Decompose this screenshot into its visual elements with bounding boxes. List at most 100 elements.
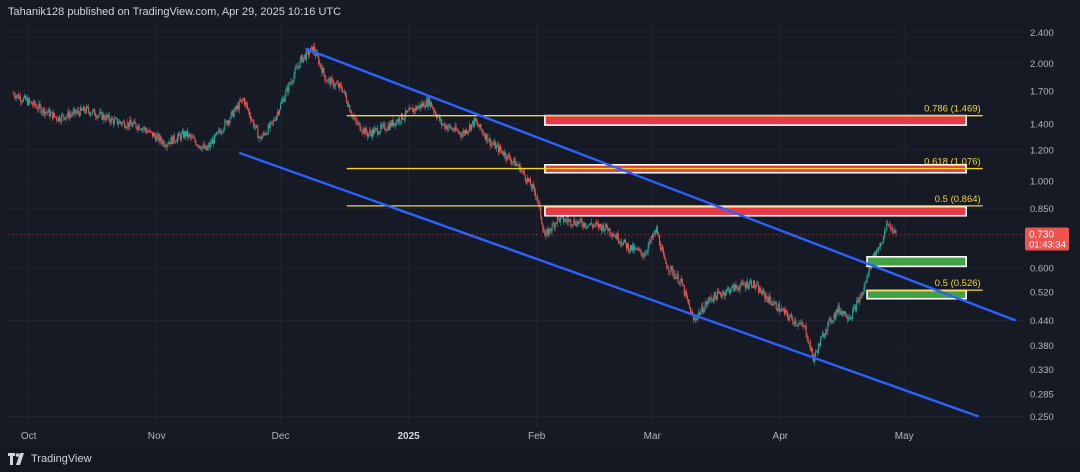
candle-body (447, 127, 449, 130)
candle-body (173, 135, 175, 142)
price-tick-label: 0.520 (1030, 288, 1054, 299)
candle-body (777, 304, 779, 311)
candle-body (334, 83, 336, 87)
candle-body (106, 115, 108, 118)
current-price-badge-bg (1025, 227, 1069, 251)
candle-body (797, 324, 799, 326)
candle-body (765, 295, 767, 299)
tradingview-brand[interactable]: TradingView (8, 453, 92, 465)
candle-body (318, 56, 320, 65)
candle-body (737, 287, 739, 290)
candle-body (759, 288, 761, 293)
candle-body (689, 306, 692, 314)
candle-body (413, 108, 415, 113)
candle-body (642, 255, 644, 257)
candle-body (887, 223, 889, 225)
candle-body (41, 111, 43, 113)
candle-body (169, 142, 171, 144)
candle-body (296, 67, 298, 69)
candle-body (735, 284, 737, 288)
candle-body (856, 301, 858, 311)
candle-body (283, 99, 285, 102)
candle-body (770, 300, 772, 305)
candle-body (110, 117, 112, 123)
candle-body (90, 113, 92, 115)
price-chart[interactable]: 0.786 (1.469) 0.618 (1.076) 0.5 (0.864) 0.5… (0, 0, 1080, 447)
candle-body (548, 228, 550, 236)
candle-body (753, 280, 756, 288)
fib-label: 0.786 (1.469) (924, 104, 981, 115)
fib-label: 0.5 (0.526) (935, 278, 981, 289)
candle-body (70, 114, 72, 116)
candle-body (814, 351, 816, 357)
candle-body (711, 299, 713, 301)
candle-body (220, 131, 222, 134)
candle-body (560, 216, 562, 218)
candle-body (289, 83, 291, 85)
price-axis[interactable]: 2.400 2.000 1.700 1.400 1.200 1.000 0.850 0.600… (1024, 0, 1080, 447)
candle-body (16, 94, 18, 96)
candle-body (571, 225, 573, 227)
candle-body (885, 230, 887, 232)
candle-body (607, 228, 609, 232)
candle-body (62, 114, 64, 116)
candle-body (57, 119, 59, 122)
candle-body (675, 277, 677, 279)
candle-body (386, 130, 388, 131)
candle-body (710, 298, 712, 301)
candle-body (265, 133, 267, 136)
candle-body (459, 132, 461, 135)
candle-body (535, 192, 537, 197)
candle-body (784, 310, 787, 314)
candle-body (55, 116, 58, 120)
candle-body (502, 151, 504, 155)
candle-body (226, 120, 228, 125)
candle-body (251, 119, 253, 121)
candle-body (892, 228, 894, 234)
candle-body (391, 120, 393, 127)
candle-body (870, 265, 872, 269)
candle-body (255, 125, 257, 127)
candle-body (546, 229, 548, 232)
candle-body (650, 236, 652, 242)
candle-body (117, 123, 120, 125)
candle-body (236, 105, 238, 109)
candle-body (678, 282, 680, 284)
candle-body (216, 132, 218, 135)
candle-body (651, 236, 653, 238)
candle-body (444, 123, 446, 129)
candle-body (464, 129, 466, 134)
candle-body (586, 226, 588, 228)
candle-body (733, 284, 735, 291)
candle-body (803, 325, 805, 327)
candle-body (191, 136, 193, 138)
candle-body (848, 317, 851, 319)
candle-body (13, 93, 15, 97)
candle-body (269, 122, 271, 128)
time-axis[interactable]: Oct Nov Dec 2025 Feb Mar Apr May (21, 431, 914, 442)
candle-body (230, 112, 232, 119)
candle-body (594, 222, 597, 226)
candle-body (427, 98, 429, 107)
candle-body (364, 128, 366, 134)
candle-body (418, 105, 420, 108)
candle-body (639, 249, 641, 251)
candle-body (38, 103, 40, 110)
candle-body (589, 222, 591, 225)
candle-body (497, 144, 499, 153)
candle-body (101, 111, 103, 120)
candle-body (730, 290, 732, 294)
candle-body (190, 135, 192, 138)
candle-body (867, 274, 869, 276)
support-zone (866, 256, 967, 268)
candle-body (143, 127, 145, 129)
candle-body (121, 122, 123, 125)
candle-body (179, 135, 181, 140)
candle-body (859, 297, 861, 303)
candle-body (237, 105, 239, 110)
candle-body (487, 141, 489, 142)
candle-body (366, 132, 368, 137)
candle-body (372, 129, 375, 134)
candle-body (188, 134, 190, 138)
candle-body (591, 224, 593, 227)
